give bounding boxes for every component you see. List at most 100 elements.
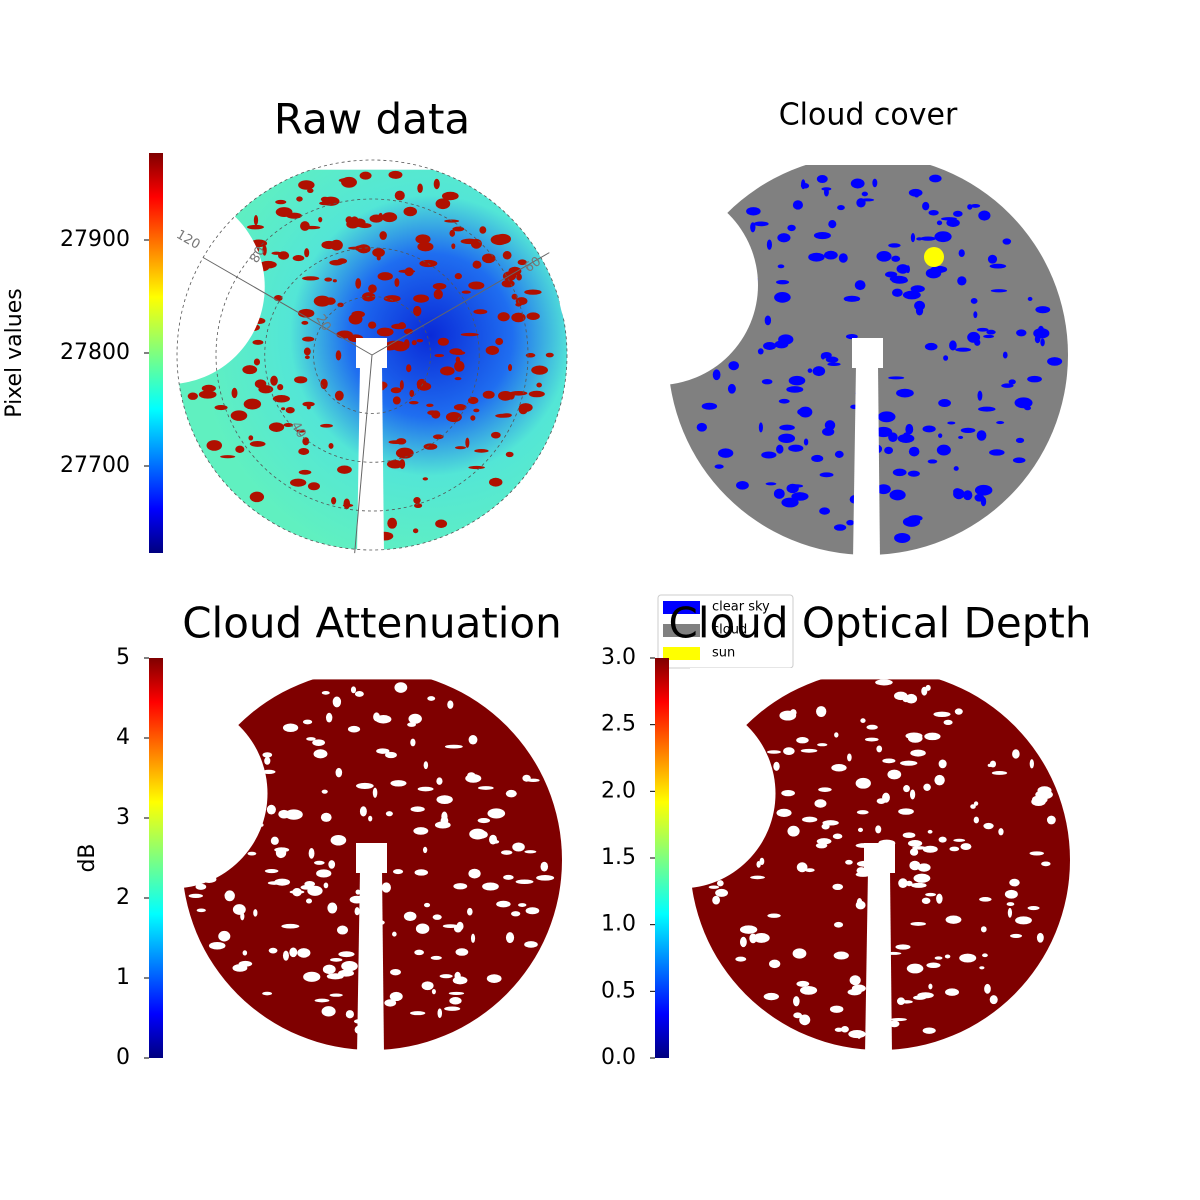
sky-patch bbox=[509, 390, 528, 396]
colorbar bbox=[149, 658, 163, 1058]
sky-patch bbox=[330, 239, 343, 251]
sky-patch bbox=[973, 311, 978, 319]
sky-patch bbox=[957, 276, 967, 286]
sky-patch bbox=[487, 808, 506, 819]
sky-patch bbox=[832, 833, 843, 840]
sky-patch bbox=[392, 931, 397, 937]
sky-patch bbox=[517, 259, 527, 266]
sky-patch bbox=[827, 362, 841, 367]
sky-patch bbox=[393, 869, 404, 875]
sky-patch bbox=[922, 845, 938, 853]
sky-patch bbox=[799, 985, 818, 995]
sky-patch bbox=[321, 1006, 336, 1017]
sky-patch bbox=[224, 890, 235, 902]
sky-patch bbox=[903, 785, 910, 793]
sky-patch bbox=[321, 789, 328, 794]
sky-patch bbox=[460, 332, 479, 337]
sky-patch bbox=[973, 801, 979, 806]
sky-patch bbox=[1012, 457, 1026, 464]
sky-patch bbox=[953, 838, 966, 842]
sky-patch bbox=[787, 224, 796, 232]
sky-patch bbox=[763, 992, 780, 1001]
sky-patch bbox=[242, 950, 248, 956]
sky-patch bbox=[917, 863, 931, 872]
sky-patch bbox=[467, 396, 479, 405]
legend-swatch bbox=[663, 647, 700, 660]
sky-patch bbox=[819, 472, 834, 478]
sky-patch bbox=[1041, 861, 1051, 867]
polar-label: 40 bbox=[287, 419, 308, 441]
sky-patch bbox=[350, 686, 357, 694]
sky-patch bbox=[372, 248, 385, 258]
sky-patch bbox=[390, 968, 401, 976]
sky-patch bbox=[383, 295, 401, 303]
sky-patch bbox=[414, 869, 429, 876]
sky-patch bbox=[955, 347, 972, 352]
sky-patch bbox=[783, 747, 795, 756]
sky-patch bbox=[348, 313, 363, 325]
sky-patch bbox=[804, 868, 815, 873]
sky-patch bbox=[486, 974, 502, 983]
sky-patch bbox=[820, 353, 826, 360]
sky-patch bbox=[528, 390, 545, 398]
sky-patch bbox=[837, 204, 845, 211]
sky-patch bbox=[489, 477, 503, 487]
sky-patch bbox=[444, 744, 463, 749]
sky-patch bbox=[775, 279, 790, 285]
sky-patch bbox=[282, 950, 289, 961]
sky-patch bbox=[888, 243, 901, 248]
sky-patch bbox=[984, 983, 991, 994]
sky-patch bbox=[525, 353, 536, 358]
sky-patch bbox=[778, 334, 794, 345]
sky-patch bbox=[264, 756, 271, 765]
sky-patch bbox=[934, 774, 945, 786]
sky-patch bbox=[503, 874, 514, 880]
sky-patch bbox=[767, 913, 781, 918]
sky-patch bbox=[322, 964, 336, 975]
sky-patch bbox=[330, 957, 343, 962]
sky-patch bbox=[938, 399, 951, 408]
sky-image bbox=[77, 668, 562, 1055]
cutout bbox=[357, 365, 384, 555]
sky-patch bbox=[477, 786, 494, 790]
sky-patch bbox=[496, 900, 511, 908]
sky-patch bbox=[876, 745, 883, 753]
sky-patch bbox=[872, 178, 878, 188]
sky-patch bbox=[708, 885, 720, 889]
sky-patch bbox=[473, 408, 480, 413]
sky-patch bbox=[788, 375, 806, 386]
colorbar-tick-label: 4 bbox=[116, 725, 130, 750]
colorbar-tick-label: 3.0 bbox=[601, 645, 636, 670]
sky-patch bbox=[470, 933, 476, 943]
sky-patch bbox=[926, 962, 941, 968]
sky-patch bbox=[979, 897, 992, 902]
sky-patch bbox=[304, 248, 310, 258]
sky-patch bbox=[959, 953, 977, 963]
sky-patch bbox=[312, 739, 326, 747]
sky-patch bbox=[372, 787, 378, 798]
sky-patch bbox=[208, 941, 226, 950]
legend-label: clear sky bbox=[712, 600, 770, 615]
sky-patch bbox=[736, 480, 749, 490]
sky-patch bbox=[824, 420, 836, 431]
sky-patch bbox=[473, 260, 480, 268]
sky-patch bbox=[258, 385, 274, 394]
sky-patch bbox=[928, 983, 933, 990]
sky-patch bbox=[359, 806, 367, 817]
sky-patch bbox=[905, 265, 910, 274]
sky-patch bbox=[750, 875, 765, 880]
sky-patch bbox=[522, 774, 531, 782]
sky-patch bbox=[902, 290, 921, 300]
sky-patch bbox=[834, 732, 839, 738]
sky-patch bbox=[1034, 335, 1041, 344]
colorbar-tick-label: 5 bbox=[116, 645, 130, 670]
sky-patch bbox=[357, 244, 371, 254]
sky-patch bbox=[876, 251, 892, 262]
sky-patch bbox=[769, 959, 781, 969]
sky-patch bbox=[1029, 851, 1044, 856]
sky-patch bbox=[1037, 325, 1045, 337]
sky-patch bbox=[355, 278, 362, 289]
sky-patch bbox=[195, 883, 207, 890]
sky-patch bbox=[508, 364, 513, 372]
colorbar-tick-label: 1 bbox=[116, 965, 130, 990]
